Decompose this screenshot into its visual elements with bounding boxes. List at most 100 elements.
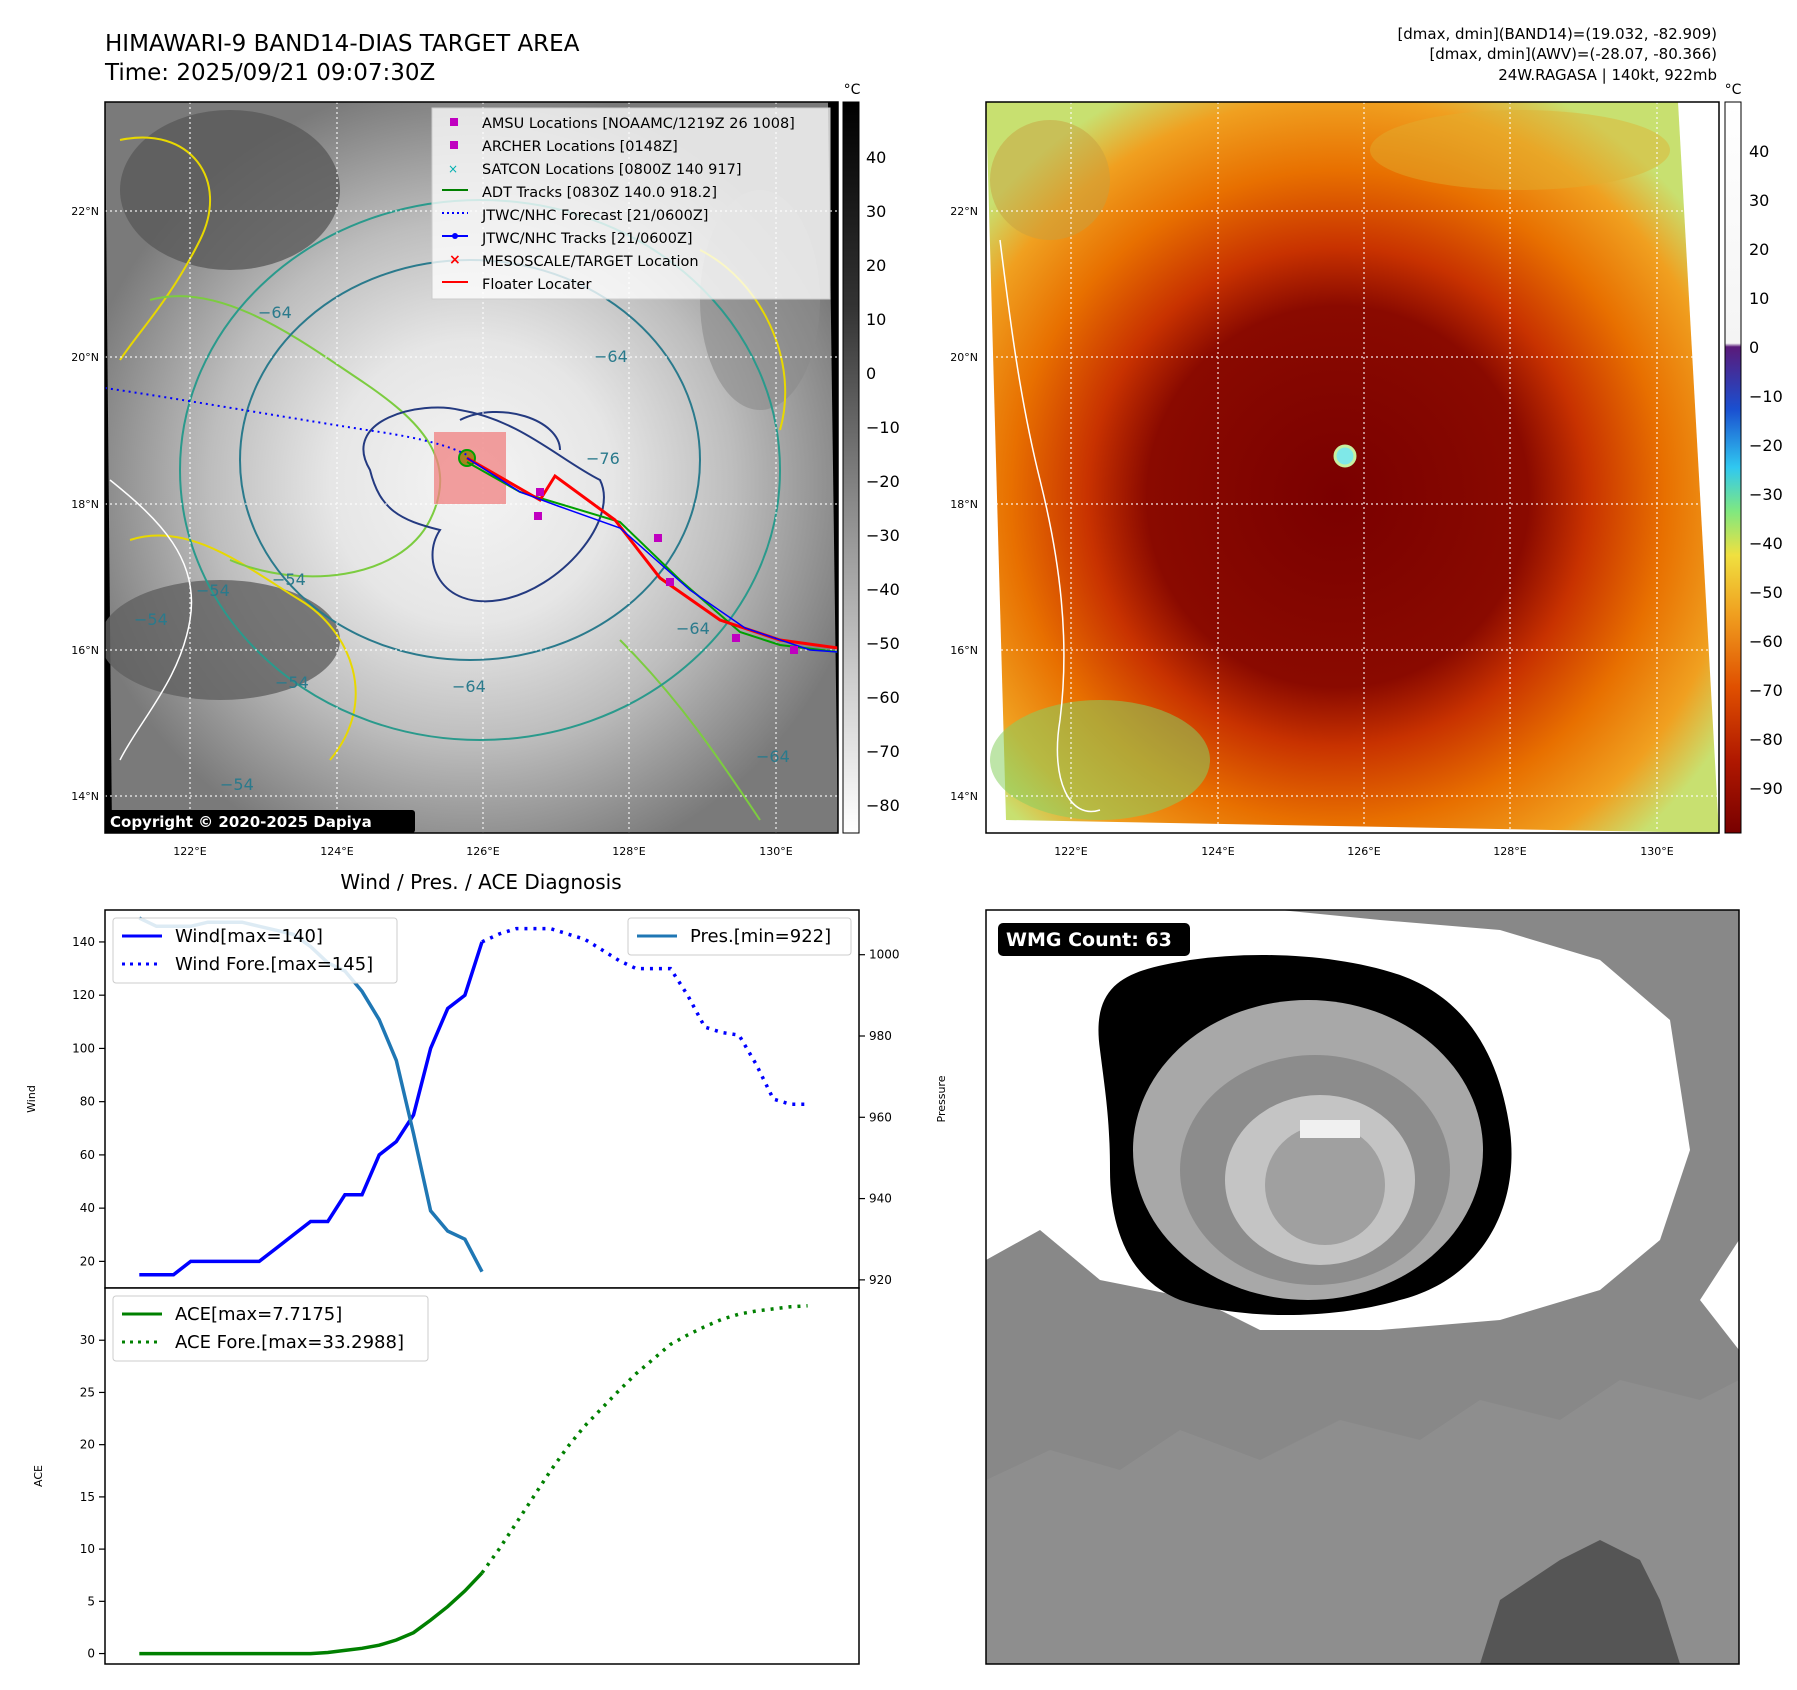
- pressure-y-tick-label: 940: [869, 1192, 892, 1206]
- wind-y-tick-label: 60: [80, 1148, 95, 1162]
- legend-label: AMSU Locations [NOAAMC/1219Z 26 1008]: [482, 116, 795, 132]
- map2-lat-label: 20°N: [950, 351, 978, 364]
- contour-label: −64: [258, 303, 292, 322]
- legend-label: Floater Locater: [482, 277, 591, 293]
- figure-time: Time: 2025/09/21 09:07:30Z: [104, 60, 435, 86]
- pressure-y-tick-label: 1000: [869, 948, 900, 962]
- map2-warm-region: [990, 700, 1210, 820]
- archer-marker: [654, 534, 662, 542]
- contour-label: −54: [272, 570, 306, 589]
- map1-lat-label: 16°N: [71, 644, 99, 657]
- contour-line: [619, 639, 761, 821]
- contour-label: −76: [586, 449, 620, 468]
- contour-label: −54: [275, 673, 309, 692]
- gray-colorbar-scale: [842, 101, 860, 834]
- legend-label: JTWC/NHC Tracks [21/0600Z]: [481, 231, 693, 247]
- gray-colorbar-tick: −70: [866, 742, 900, 761]
- color-colorbar-tick: −40: [1749, 534, 1783, 553]
- ace-y-tick-label: 0: [87, 1647, 95, 1661]
- gray-colorbar-tick: 40: [866, 148, 886, 167]
- pressure-axis-label: Pressure: [935, 1075, 948, 1122]
- gray-colorbar-tick: 0: [866, 364, 876, 383]
- gray-colorbar-tick: −10: [866, 418, 900, 437]
- gray-colorbar-tick: −50: [866, 634, 900, 653]
- mesoscale-target-box: [434, 432, 506, 504]
- figure-title: HIMAWARI-9 BAND14-DIAS TARGET AREA: [105, 31, 580, 57]
- wmg-count-box: [998, 923, 1190, 956]
- color-colorbar-tick: −90: [1749, 779, 1783, 798]
- map2-lat-label: 22°N: [950, 205, 978, 218]
- ace-legend-label: ACE[max=7.7175]: [175, 1304, 342, 1325]
- contour-line: [119, 136, 211, 361]
- map1-frame: [104, 101, 839, 834]
- gray-colorbar-tick: −60: [866, 688, 900, 707]
- stats-awv: [dmax, dmin](AWV)=(-28.07, -80.366): [1429, 45, 1717, 63]
- archer-marker: [790, 646, 798, 654]
- wind-y-tick-label: 100: [72, 1041, 95, 1055]
- map2-lat-label: 16°N: [950, 644, 978, 657]
- stats-storm: 24W.RAGASA | 140kt, 922mb: [1498, 66, 1717, 84]
- ace-forecast-line: [480, 1304, 808, 1574]
- pressure-y-tick-label: 920: [869, 1273, 892, 1287]
- gray-colorbar-tick: −30: [866, 526, 900, 545]
- gray-colorbar: °C 40 30 20 10 0 −10 −20 −30 −40 −50 −60…: [842, 82, 900, 834]
- stats-band14: [dmax, dmin](BAND14)=(19.032, -82.909): [1397, 25, 1717, 43]
- contour-line: [459, 411, 561, 451]
- color-colorbar-tick: 10: [1749, 289, 1769, 308]
- contour-label: −64: [676, 619, 710, 638]
- copyright-box: [105, 810, 415, 833]
- diagnosis-title: Wind / Pres. / ACE Diagnosis: [340, 870, 621, 894]
- contour-line: [149, 295, 442, 578]
- wind-y-tick-label: 20: [80, 1254, 95, 1268]
- wind-y-tick-label: 40: [80, 1201, 95, 1215]
- gray-colorbar-tick: −80: [866, 796, 900, 815]
- amsu-marker: [536, 488, 544, 496]
- ace-y-tick-label: 10: [80, 1542, 95, 1556]
- pressure-y-tick-label: 960: [869, 1110, 892, 1124]
- gray-colorbar-unit: °C: [844, 82, 861, 98]
- map1-lon-label: 130°E: [759, 845, 792, 858]
- map2-lon-label: 126°E: [1347, 845, 1380, 858]
- pressure-legend-label: Pres.[min=922]: [690, 926, 831, 947]
- color-colorbar-tick: −70: [1749, 681, 1783, 700]
- map2-lon-label: 130°E: [1640, 845, 1673, 858]
- map1-lat-label: 18°N: [71, 498, 99, 511]
- jtwc-forecast-track: [105, 387, 468, 456]
- map1-lat-label: 14°N: [71, 790, 99, 803]
- wind-y-tick-label: 120: [72, 988, 95, 1002]
- map1-clear-region: [120, 110, 340, 270]
- ace-legend: ACE[max=7.7175] ACE Fore.[max=33.2988]: [112, 1295, 429, 1362]
- contour-label: −54: [220, 775, 254, 794]
- map2-warm-region: [1370, 110, 1670, 190]
- map2-coastline: [999, 239, 1101, 813]
- legend-swatch-tracks-dot: [452, 233, 458, 239]
- wmg-dark-patch: [1480, 1540, 1680, 1664]
- legend-label: MESOSCALE/TARGET Location: [482, 254, 699, 270]
- color-colorbar-tick: −50: [1749, 583, 1783, 602]
- contour-label: −64: [594, 347, 628, 366]
- legend-label: SATCON Locations [0800Z 140 917]: [482, 162, 741, 178]
- legend-label: ADT Tracks [0830Z 140.0 918.2]: [482, 185, 717, 201]
- wind-forecast-line: [481, 926, 808, 1107]
- legend-label: JTWC/NHC Forecast [21/0600Z]: [481, 208, 708, 224]
- legend-label: ARCHER Locations [0148Z]: [482, 139, 678, 155]
- wind-line: [139, 941, 484, 1277]
- ace-y-tick-label: 20: [80, 1438, 95, 1452]
- copyright-text: Copyright © 2020-2025 Dapiya: [110, 813, 372, 831]
- map2-warm-region: [990, 120, 1110, 240]
- coastline: [109, 479, 193, 761]
- map1-lon-label: 122°E: [173, 845, 206, 858]
- map1-lon-label: 124°E: [320, 845, 353, 858]
- amsu-marker: [534, 512, 542, 520]
- map1-lat-label: 22°N: [71, 205, 99, 218]
- wind-legend-box: [112, 917, 398, 984]
- map1-legend: [431, 107, 831, 300]
- ace-y-tick-label: 15: [80, 1490, 95, 1504]
- jtwc-track: [466, 457, 838, 653]
- map1-clear-region: [105, 580, 340, 700]
- wmg-frame: [985, 909, 1740, 1665]
- contour-label: −54: [196, 581, 230, 600]
- pressure-legend: Pres.[min=922]: [627, 917, 852, 956]
- wind-legend: Wind[max=140] Wind Fore.[max=145]: [112, 917, 398, 984]
- map2-eye: [1333, 444, 1357, 468]
